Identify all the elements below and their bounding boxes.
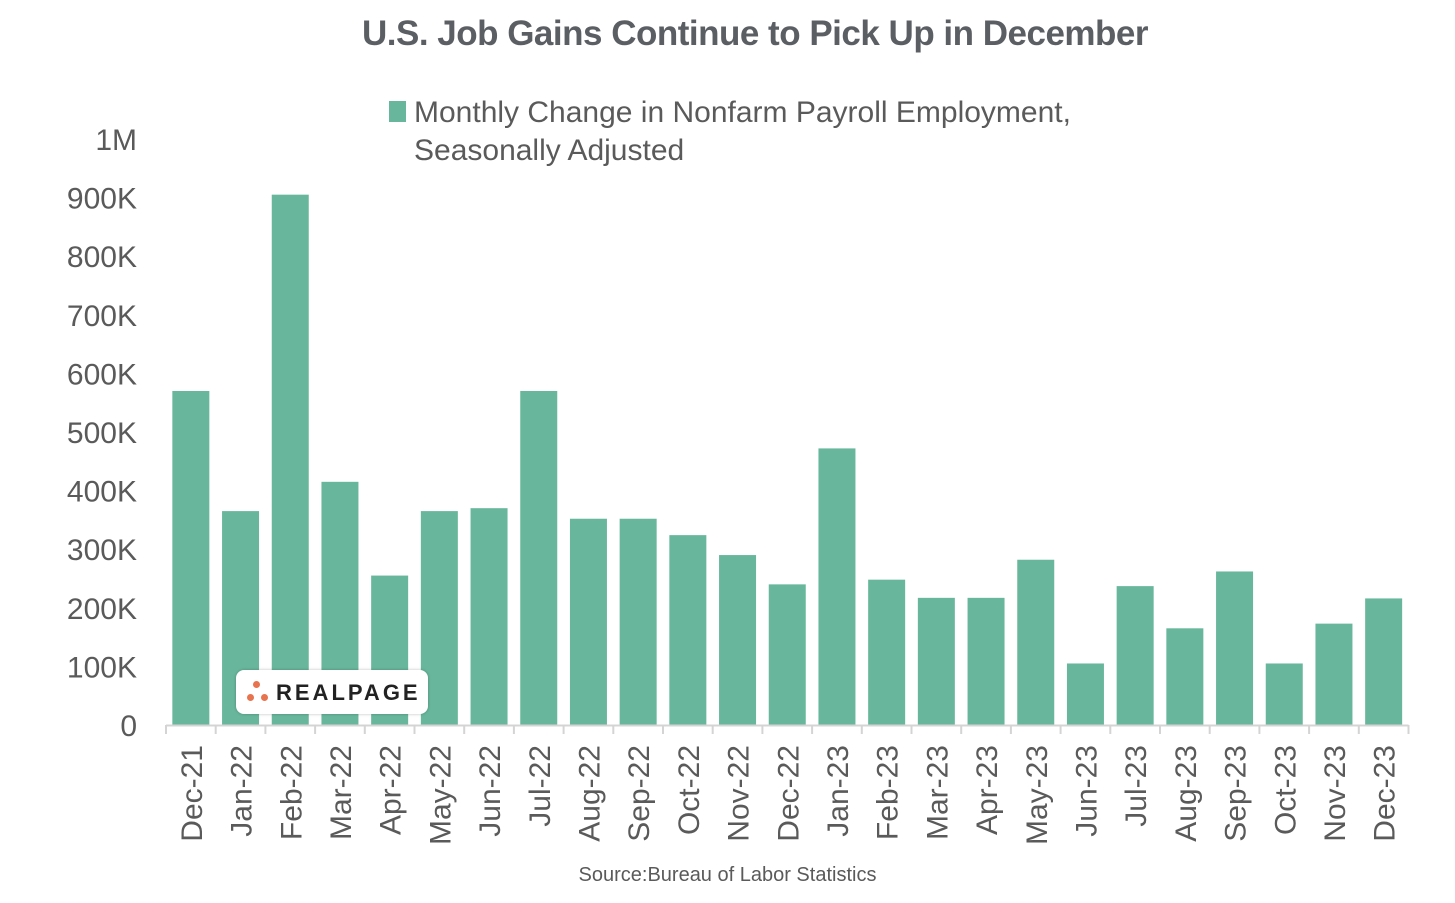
bar-sep-22: [619, 518, 657, 725]
legend-label-line-2: Seasonally Adjusted: [414, 134, 684, 167]
realpage-logo: REALPAGE: [236, 670, 428, 714]
x-tick-label: Aug-23: [1170, 745, 1203, 842]
x-tick-label: Dec-23: [1369, 745, 1402, 842]
y-tick-label: 400K: [67, 476, 137, 509]
x-tick-label: Jul-23: [1120, 745, 1153, 827]
y-tick-label: 100K: [67, 651, 137, 684]
x-tick-label: Dec-21: [176, 745, 209, 842]
y-tick-label: 700K: [67, 300, 137, 333]
bar-apr-23: [967, 597, 1005, 725]
x-axis: Dec-21 Jan-22 Feb-22 Mar-22 Apr-22 May-22 Jun-…: [165, 724, 1410, 845]
x-tick-label: Jan-22: [226, 745, 259, 837]
bar-sep-23: [1216, 571, 1254, 725]
legend-swatch: [389, 101, 406, 122]
x-tick-label: Aug-22: [573, 745, 606, 842]
bar-oct-23: [1265, 663, 1303, 725]
logo-text: REALPAGE: [276, 680, 421, 705]
bar-jan-23: [818, 448, 856, 725]
x-tick-label: Oct-23: [1269, 745, 1302, 835]
x-tick-label: Jul-22: [524, 745, 557, 827]
bar-feb-23: [868, 579, 906, 725]
x-tick-label: Sep-23: [1220, 745, 1253, 842]
x-tick-label: Mar-22: [325, 745, 358, 840]
y-tick-label: 500K: [67, 417, 137, 450]
legend-label-line-1: Monthly Change in Nonfarm Payroll Employ…: [414, 96, 1071, 129]
bar-aug-22: [569, 518, 607, 725]
y-tick-label: 300K: [67, 534, 137, 567]
bar-jun-22: [470, 508, 508, 725]
x-tick-label: Nov-23: [1319, 745, 1352, 842]
x-tick-label: Sep-22: [623, 745, 656, 842]
bar-mar-23: [917, 597, 955, 725]
x-tick-label: Apr-22: [375, 745, 408, 835]
y-tick-label: 600K: [67, 358, 137, 391]
bar-jul-22: [520, 390, 558, 725]
bar-feb-22: [271, 194, 309, 726]
bar-dec-21: [172, 390, 210, 725]
bar-dec-22: [768, 584, 806, 725]
y-tick-label: 200K: [67, 593, 137, 626]
chart-title: U.S. Job Gains Continue to Pick Up in De…: [361, 14, 1149, 53]
bar-nov-22: [719, 555, 757, 725]
bars: [172, 194, 1403, 726]
x-tick-label: May-22: [424, 745, 457, 845]
y-tick-label: 800K: [67, 241, 137, 274]
source-note: Source:Bureau of Labor Statistics: [578, 864, 877, 886]
x-tick-label: Nov-22: [723, 745, 756, 842]
x-tick-label: Feb-23: [872, 745, 905, 840]
y-tick-label: 0: [120, 710, 137, 743]
bar-may-23: [1017, 559, 1055, 725]
bar-nov-23: [1315, 623, 1353, 725]
bar-jun-23: [1066, 663, 1104, 725]
legend: Monthly Change in Nonfarm Payroll Employ…: [389, 96, 1071, 167]
logo-dot-left: [247, 694, 254, 701]
x-tick-label: Oct-22: [673, 745, 706, 835]
y-axis: 0 100K 200K 300K 400K 500K 600K 700K 800K 900K 1M: [67, 124, 137, 743]
x-tick-label: May-23: [1021, 745, 1054, 845]
x-tick-label: Mar-23: [921, 745, 954, 840]
bar-oct-22: [669, 535, 707, 725]
x-tick-label: Feb-22: [275, 745, 308, 840]
y-tick-label: 900K: [67, 183, 137, 216]
x-tick-label: Jan-23: [822, 745, 855, 837]
x-tick-label: Jun-22: [474, 745, 507, 837]
x-tick-label: Jun-23: [1070, 745, 1103, 837]
logo-dot-top: [253, 681, 260, 688]
x-tick-label: Dec-22: [772, 745, 805, 842]
logo-dot-right: [261, 694, 268, 701]
y-tick-label: 1M: [95, 124, 137, 157]
bar-dec-23: [1365, 598, 1403, 725]
bar-aug-23: [1166, 628, 1204, 725]
bar-jul-23: [1116, 586, 1154, 725]
x-tick-label: Apr-23: [971, 745, 1004, 835]
